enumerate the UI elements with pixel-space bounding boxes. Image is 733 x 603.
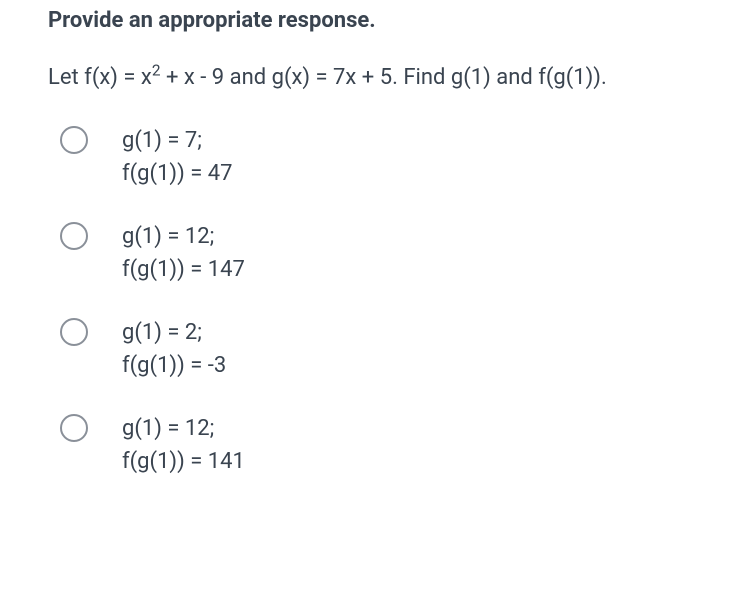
radio-icon[interactable]	[60, 126, 88, 154]
options-list: g(1) = 7; f(g(1)) = 47 g(1) = 12; f(g(1)…	[48, 124, 685, 478]
option-line1: g(1) = 7;	[122, 124, 232, 157]
radio-icon[interactable]	[60, 318, 88, 346]
option-text: g(1) = 12; f(g(1)) = 147	[122, 220, 245, 286]
option-text: g(1) = 12; f(g(1)) = 141	[122, 412, 245, 478]
option-text: g(1) = 7; f(g(1)) = 47	[122, 124, 232, 190]
option-text: g(1) = 2; f(g(1)) = -3	[122, 316, 226, 382]
question-text: Let f(x) = x2 + x - 9 and g(x) = 7x + 5.…	[48, 61, 685, 94]
radio-icon[interactable]	[60, 222, 88, 250]
question-container: Provide an appropriate response. Let f(x…	[0, 0, 733, 528]
radio-icon[interactable]	[60, 414, 88, 442]
question-prefix: Let f(x) = x	[48, 65, 152, 90]
option-row[interactable]: g(1) = 12; f(g(1)) = 141	[60, 412, 685, 478]
option-row[interactable]: g(1) = 2; f(g(1)) = -3	[60, 316, 685, 382]
option-line1: g(1) = 12;	[122, 220, 245, 253]
option-line2: f(g(1)) = 141	[122, 445, 245, 478]
option-line2: f(g(1)) = 147	[122, 253, 245, 286]
option-line2: f(g(1)) = -3	[122, 349, 226, 382]
option-line2: f(g(1)) = 47	[122, 157, 232, 190]
prompt-heading: Provide an appropriate response.	[48, 8, 685, 33]
option-line1: g(1) = 12;	[122, 412, 245, 445]
option-row[interactable]: g(1) = 12; f(g(1)) = 147	[60, 220, 685, 286]
option-row[interactable]: g(1) = 7; f(g(1)) = 47	[60, 124, 685, 190]
option-line1: g(1) = 2;	[122, 316, 226, 349]
question-suffix: + x - 9 and g(x) = 7x + 5. Find g(1) and…	[160, 65, 606, 90]
